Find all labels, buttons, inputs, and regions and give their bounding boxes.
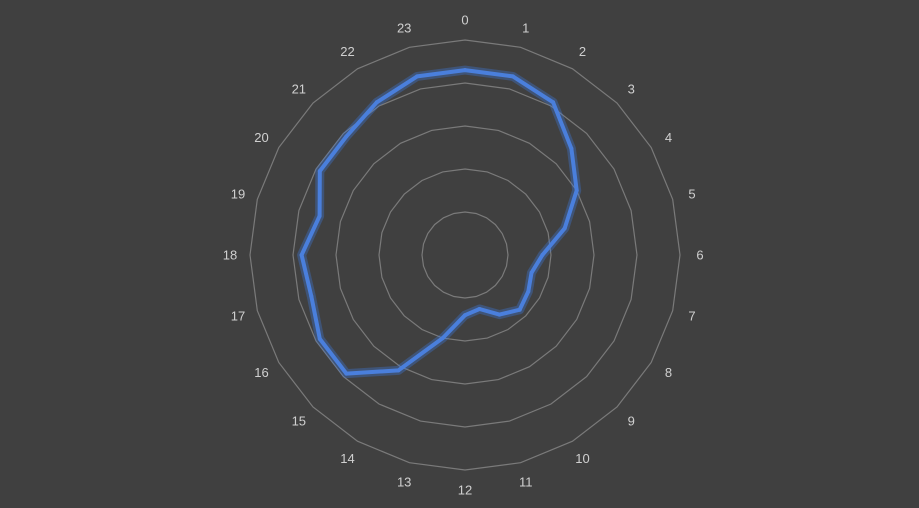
category-label-6: 6 xyxy=(696,248,703,263)
data-point-10 xyxy=(497,312,502,317)
category-label-1: 1 xyxy=(522,21,529,36)
data-point-8 xyxy=(526,289,531,294)
data-point-7 xyxy=(529,270,534,275)
category-label-5: 5 xyxy=(688,187,695,202)
category-label-15: 15 xyxy=(292,414,306,429)
category-label-16: 16 xyxy=(254,365,268,380)
data-point-23 xyxy=(415,74,420,79)
category-label-4: 4 xyxy=(665,130,672,145)
category-label-22: 22 xyxy=(340,44,354,59)
category-label-19: 19 xyxy=(231,187,245,202)
grid-ring-1 xyxy=(421,211,509,299)
grid-ring-2 xyxy=(378,168,552,342)
category-label-20: 20 xyxy=(254,130,268,145)
category-label-23: 23 xyxy=(397,21,411,36)
series-layer xyxy=(297,65,582,379)
category-label-18: 18 xyxy=(223,248,237,263)
category-label-21: 21 xyxy=(292,81,306,96)
category-label-14: 14 xyxy=(340,451,354,466)
category-label-12: 12 xyxy=(458,483,472,498)
data-point-3 xyxy=(569,146,574,151)
grid-ring-4 xyxy=(292,82,638,428)
data-point-4 xyxy=(574,188,579,193)
data-point-17 xyxy=(309,294,314,299)
data-point-21 xyxy=(344,134,349,139)
data-point-22 xyxy=(374,100,379,105)
category-label-3: 3 xyxy=(628,81,635,96)
category-label-11: 11 xyxy=(519,475,533,490)
grid-ring-3 xyxy=(335,125,595,385)
category-label-10: 10 xyxy=(575,451,589,466)
category-label-13: 13 xyxy=(397,475,411,490)
data-point-9 xyxy=(517,307,522,312)
data-point-13 xyxy=(440,336,445,341)
data-point-16 xyxy=(317,336,322,341)
data-point-11 xyxy=(477,307,482,311)
data-point-5 xyxy=(562,226,567,231)
category-label-0: 0 xyxy=(461,13,468,28)
data-point-0 xyxy=(463,68,467,73)
data-point-14 xyxy=(396,368,401,373)
category-label-2: 2 xyxy=(579,44,586,59)
data-point-15 xyxy=(344,371,349,376)
data-point-2 xyxy=(551,100,556,105)
category-label-8: 8 xyxy=(665,365,672,380)
data-point-19 xyxy=(317,214,322,218)
category-label-17: 17 xyxy=(231,308,245,323)
category-label-7: 7 xyxy=(688,308,695,323)
grid-ring-5 xyxy=(249,39,681,471)
data-point-18 xyxy=(299,253,304,257)
grid-rings xyxy=(249,39,681,471)
data-point-20 xyxy=(317,169,322,174)
data-point-1 xyxy=(510,74,515,79)
data-point-12 xyxy=(463,313,467,318)
category-label-9: 9 xyxy=(628,414,635,429)
data-point-6 xyxy=(540,253,545,257)
